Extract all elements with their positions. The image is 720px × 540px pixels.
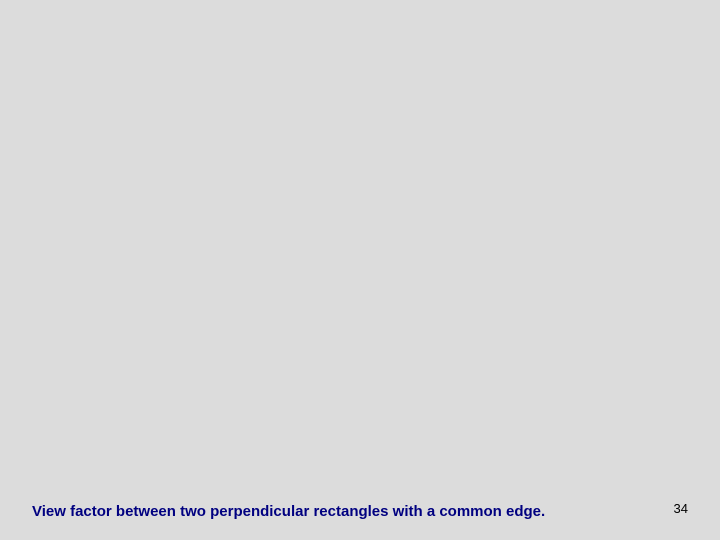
slide-caption: View factor between two perpendicular re… (32, 503, 545, 520)
page-number: 34 (674, 501, 688, 516)
